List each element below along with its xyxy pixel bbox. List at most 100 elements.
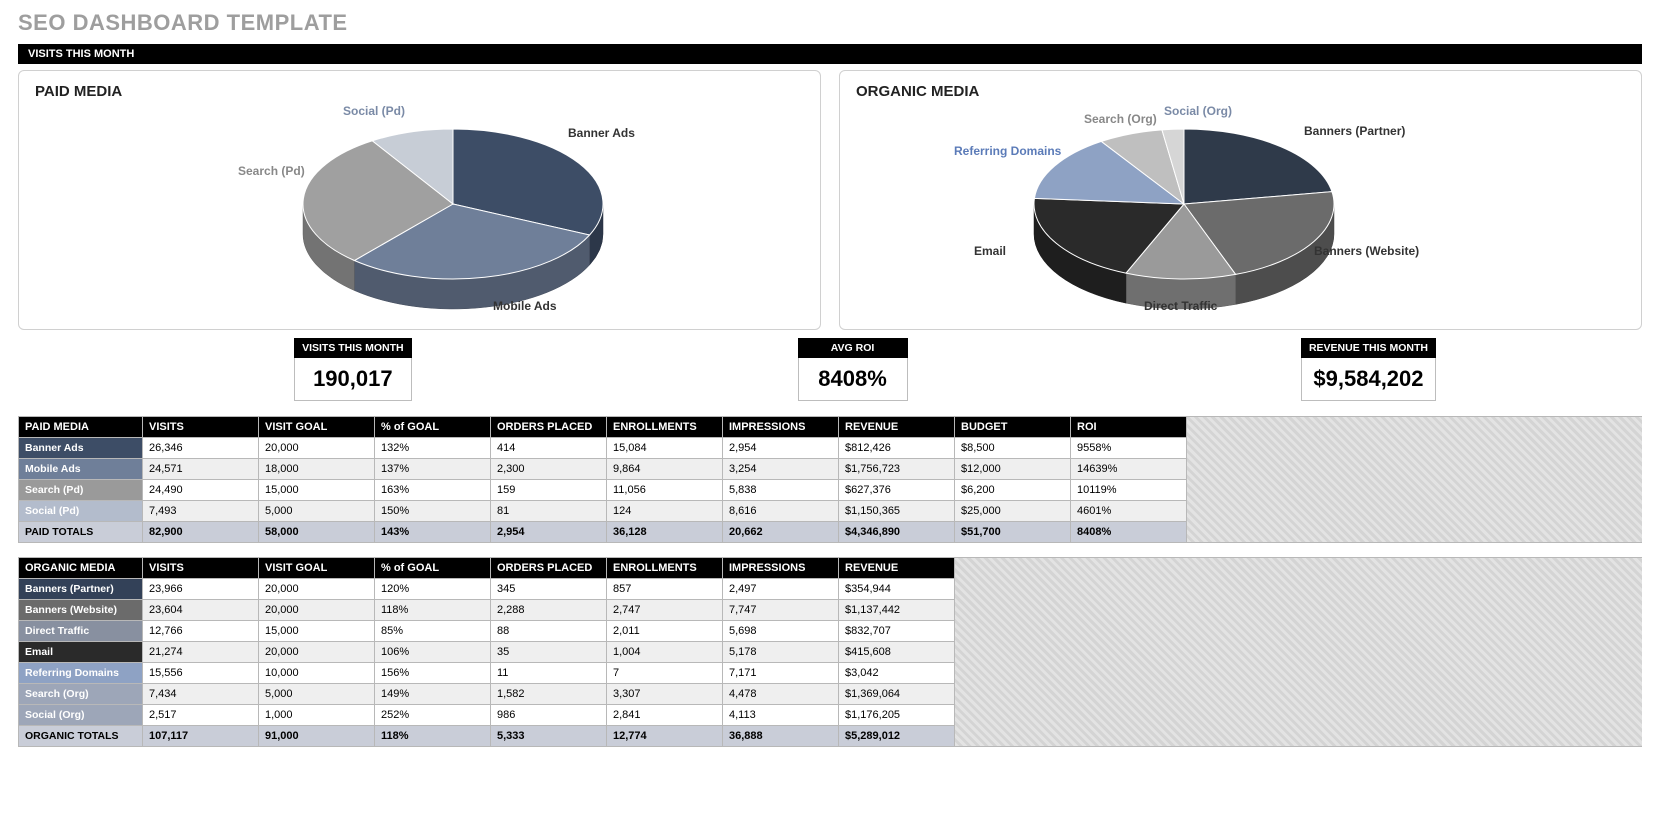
cell: 7,434 xyxy=(143,684,259,705)
column-header: REVENUE xyxy=(839,417,955,438)
column-header: ENROLLMENTS xyxy=(607,417,723,438)
kpi-value: 8408% xyxy=(798,358,908,401)
cell: 150% xyxy=(375,501,491,522)
cell: $8,500 xyxy=(955,438,1071,459)
table-row: Direct Traffic12,76615,00085%882,0115,69… xyxy=(19,621,955,642)
cell-total: 107,117 xyxy=(143,726,259,747)
pie-slice-label: Banner Ads xyxy=(568,126,635,140)
cell: 5,698 xyxy=(723,621,839,642)
cell-total: 118% xyxy=(375,726,491,747)
row-label: Search (Org) xyxy=(19,684,143,705)
kpi-value: $9,584,202 xyxy=(1301,358,1436,401)
table-row: Search (Pd)24,49015,000163%15911,0565,83… xyxy=(19,480,1187,501)
column-header: ENROLLMENTS xyxy=(607,558,723,579)
cell: 23,966 xyxy=(143,579,259,600)
pie-chart-organic: Banners (Partner) Banners (Website) Direct… xyxy=(854,104,1627,314)
cell: 159 xyxy=(491,480,607,501)
table-row: Email21,27420,000106%351,0045,178$415,60… xyxy=(19,642,955,663)
cell: 85% xyxy=(375,621,491,642)
cell: $627,376 xyxy=(839,480,955,501)
cell: 156% xyxy=(375,663,491,684)
cell: $1,150,365 xyxy=(839,501,955,522)
cell: 15,000 xyxy=(259,621,375,642)
cell: 7 xyxy=(607,663,723,684)
cell: 2,841 xyxy=(607,705,723,726)
cell: $832,707 xyxy=(839,621,955,642)
pie-slice-label: Social (Org) xyxy=(1164,104,1232,118)
pie-slice-label: Direct Traffic xyxy=(1144,299,1217,313)
cell: 2,497 xyxy=(723,579,839,600)
cell-total: 5,333 xyxy=(491,726,607,747)
cell: 14639% xyxy=(1071,459,1187,480)
table-row: Referring Domains15,55610,000156%1177,17… xyxy=(19,663,955,684)
column-header: REVENUE xyxy=(839,558,955,579)
column-header: VISIT GOAL xyxy=(259,558,375,579)
table-row: Banners (Website)23,60420,000118%2,2882,… xyxy=(19,600,955,621)
cell: 3,254 xyxy=(723,459,839,480)
charts-row: PAID MEDIA Banner AdsMobile AdsSearch (P… xyxy=(18,70,1642,330)
column-header: PAID MEDIA xyxy=(19,417,143,438)
cell: 414 xyxy=(491,438,607,459)
cell: 5,838 xyxy=(723,480,839,501)
pie-slice-label: Email xyxy=(974,244,1006,258)
cell: 857 xyxy=(607,579,723,600)
cell: 2,011 xyxy=(607,621,723,642)
pie-slice-label: Social (Pd) xyxy=(343,104,405,118)
cell: 149% xyxy=(375,684,491,705)
cell: $3,042 xyxy=(839,663,955,684)
cell: 5,000 xyxy=(259,501,375,522)
kpi-header: AVG ROI xyxy=(798,338,908,358)
cell: 4601% xyxy=(1071,501,1187,522)
cell: 7,171 xyxy=(723,663,839,684)
hatched-fill-paid xyxy=(1187,416,1642,543)
pie-slice-label: Banners (Partner) xyxy=(1304,124,1405,138)
cell: 2,300 xyxy=(491,459,607,480)
chart-title-paid: PAID MEDIA xyxy=(35,83,806,100)
cell: 24,490 xyxy=(143,480,259,501)
cell: 11,056 xyxy=(607,480,723,501)
cell: 23,604 xyxy=(143,600,259,621)
column-header: VISITS xyxy=(143,558,259,579)
column-header: IMPRESSIONS xyxy=(723,558,839,579)
pie-slice-label: Banners (Website) xyxy=(1314,244,1419,258)
row-label-total: ORGANIC TOTALS xyxy=(19,726,143,747)
table-organic: ORGANIC MEDIAVISITSVISIT GOAL% of GOALOR… xyxy=(18,557,955,761)
cell: 20,000 xyxy=(259,579,375,600)
cell-total: 91,000 xyxy=(259,726,375,747)
cell: 2,517 xyxy=(143,705,259,726)
column-header: ROI xyxy=(1071,417,1187,438)
cell: 118% xyxy=(375,600,491,621)
column-header: BUDGET xyxy=(955,417,1071,438)
cell: $1,756,723 xyxy=(839,459,955,480)
cell: $415,608 xyxy=(839,642,955,663)
kpi-revenue: REVENUE THIS MONTH$9,584,202 xyxy=(1301,338,1436,401)
page-title: SEO DASHBOARD TEMPLATE xyxy=(18,10,1642,36)
cell: 106% xyxy=(375,642,491,663)
cell: 120% xyxy=(375,579,491,600)
table-row: Mobile Ads24,57118,000137%2,3009,8643,25… xyxy=(19,459,1187,480)
cell: 4,478 xyxy=(723,684,839,705)
row-label: Social (Pd) xyxy=(19,501,143,522)
row-label: Banners (Website) xyxy=(19,600,143,621)
cell: 81 xyxy=(491,501,607,522)
section-bar-visits: VISITS THIS MONTH xyxy=(18,44,1642,64)
hatched-fill-organic xyxy=(955,557,1642,747)
pie-chart-paid: Banner AdsMobile AdsSearch (Pd)Social (P… xyxy=(33,104,806,314)
kpi-value: 190,017 xyxy=(294,358,412,401)
table-paid: PAID MEDIAVISITSVISIT GOAL% of GOALORDER… xyxy=(18,416,1187,557)
cell-total: 36,888 xyxy=(723,726,839,747)
table-row-totals: PAID TOTALS82,90058,000143%2,95436,12820… xyxy=(19,522,1187,543)
cell: 10,000 xyxy=(259,663,375,684)
cell: 15,556 xyxy=(143,663,259,684)
cell-total: $51,700 xyxy=(955,522,1071,543)
pie-slice-label: Referring Domains xyxy=(954,144,1061,158)
cell: 9,864 xyxy=(607,459,723,480)
table-wrap-paid: PAID MEDIAVISITSVISIT GOAL% of GOALORDER… xyxy=(18,416,1642,557)
cell: 163% xyxy=(375,480,491,501)
cell: 11 xyxy=(491,663,607,684)
cell-total: 20,662 xyxy=(723,522,839,543)
cell: 137% xyxy=(375,459,491,480)
cell: 252% xyxy=(375,705,491,726)
cell: 132% xyxy=(375,438,491,459)
kpi-header: VISITS THIS MONTH xyxy=(294,338,412,358)
